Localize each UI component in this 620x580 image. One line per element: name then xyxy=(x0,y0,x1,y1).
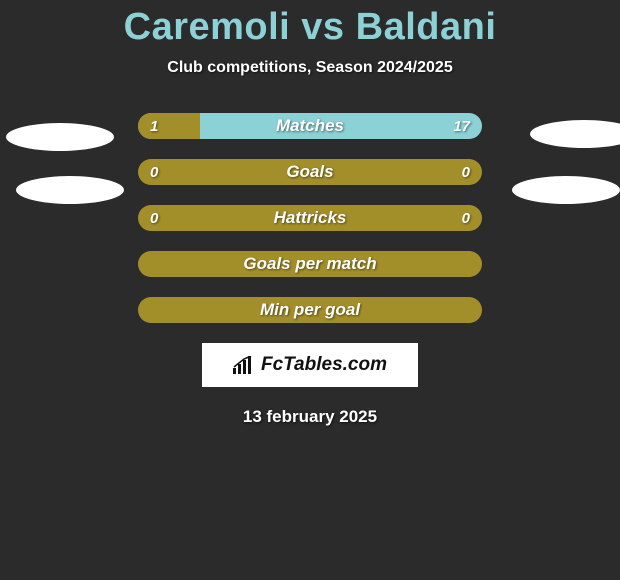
stat-label: Min per goal xyxy=(138,297,482,323)
stat-right-value: 0 xyxy=(462,159,470,185)
player-badge-left-1 xyxy=(6,123,114,151)
stat-left-value: 0 xyxy=(150,159,158,185)
subtitle: Club competitions, Season 2024/2025 xyxy=(0,59,620,77)
stat-row-goals: 0 Goals 0 xyxy=(138,159,482,185)
stat-label: Goals per match xyxy=(138,251,482,277)
stat-row-matches: 1 Matches 17 xyxy=(138,113,482,139)
page-title: Caremoli vs Baldani xyxy=(0,0,620,49)
logo-box[interactable]: FcTables.com xyxy=(202,343,418,387)
stat-label: Hattricks xyxy=(138,205,482,231)
stat-row-gpm: Goals per match xyxy=(138,251,482,277)
logo-text: FcTables.com xyxy=(233,354,387,376)
player-badge-right-2 xyxy=(512,176,620,204)
chart-icon xyxy=(233,356,255,374)
logo-label: FcTables.com xyxy=(261,354,387,376)
stat-row-mpg: Min per goal xyxy=(138,297,482,323)
date-text: 13 february 2025 xyxy=(0,407,620,427)
stat-row-hattricks: 0 Hattricks 0 xyxy=(138,205,482,231)
stat-label: Matches xyxy=(138,113,482,139)
stat-left-value: 0 xyxy=(150,205,158,231)
stat-right-value: 17 xyxy=(453,113,470,139)
stat-left-value: 1 xyxy=(150,113,158,139)
stat-right-value: 0 xyxy=(462,205,470,231)
stat-label: Goals xyxy=(138,159,482,185)
player-badge-left-2 xyxy=(16,176,124,204)
